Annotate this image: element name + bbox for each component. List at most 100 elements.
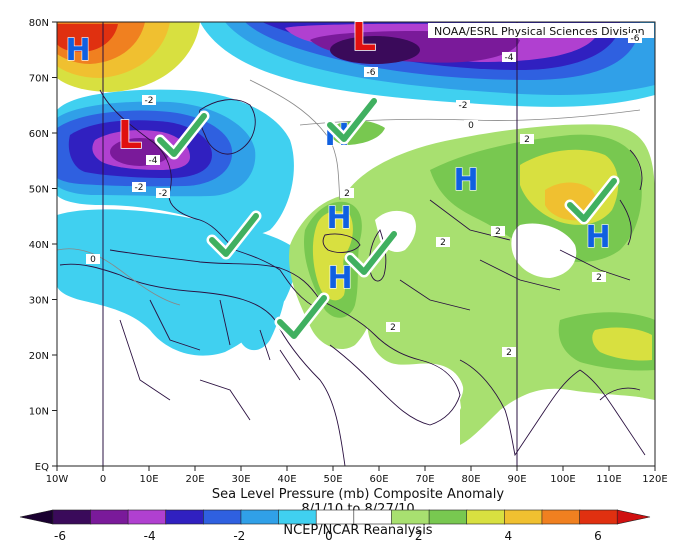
contour-label: -2	[135, 183, 144, 193]
colorbar-swatch	[466, 509, 506, 525]
contour-label-bg	[86, 254, 100, 264]
coast-india	[459, 359, 581, 457]
x-tick-label: 70E	[415, 474, 434, 485]
colorbar-swatch	[278, 509, 317, 525]
colorbar-label: -4	[144, 529, 156, 543]
contour-label: -2	[159, 189, 168, 199]
y-tick-label: 50N	[29, 185, 49, 196]
contour-label: -2	[145, 96, 154, 106]
y-tick-label: 80N	[29, 18, 49, 29]
contour-label: 2	[524, 135, 530, 145]
colorbar-label: 2	[415, 529, 423, 543]
high-pressure-marker: H	[327, 261, 352, 296]
contour-label: -2	[459, 101, 468, 111]
contour-label-bg	[592, 272, 606, 282]
high-pressure-marker: H	[585, 220, 610, 255]
contour-label: 2	[506, 348, 512, 358]
contour-label-bg	[491, 226, 505, 236]
colorbar-swatch	[203, 509, 242, 525]
checkmarks	[154, 95, 620, 342]
high-pressure-marker: H	[453, 163, 478, 198]
y-tick-label: 40N	[29, 240, 49, 251]
y-tick-label: 20N	[29, 351, 49, 362]
contour-label-bg	[436, 237, 450, 247]
x-tick-label: 10E	[139, 474, 158, 485]
colorbar-min-arrow	[19, 509, 54, 525]
coast-arabia	[319, 299, 461, 426]
contour-label: 0	[468, 121, 474, 131]
colorbar-swatch	[428, 509, 468, 525]
checkmark-icon	[209, 213, 259, 257]
contour-label-bg	[340, 188, 354, 198]
coastlines-layer	[59, 89, 646, 466]
x-tick-label: 10W	[46, 474, 69, 485]
contour-label-bg	[520, 134, 534, 144]
white-gap-2	[511, 223, 577, 278]
contour-label: 2	[440, 238, 446, 248]
coast-black-sea	[322, 233, 361, 253]
checkmark-icon	[567, 178, 617, 222]
colorbar-swatch	[240, 509, 280, 525]
x-tick-label: 60E	[369, 474, 388, 485]
colorbar-swatch	[579, 509, 618, 525]
contour-label-bg	[464, 120, 478, 130]
colorbar-swatch	[504, 509, 543, 525]
coast-europe	[99, 89, 321, 311]
colorbar-swatch	[127, 509, 167, 525]
x-tick-label: 0	[100, 474, 106, 485]
high-pressure-marker: H	[65, 33, 90, 68]
contour-label-bg	[502, 347, 516, 357]
contour-label-bg	[456, 100, 470, 110]
coast-med	[109, 249, 321, 301]
contour-label: 0	[90, 255, 96, 265]
contour-label: -6	[367, 68, 376, 78]
colorbar-swatch	[90, 509, 129, 525]
colorbar-label: -6	[54, 529, 66, 543]
contour-label: -4	[149, 156, 158, 166]
colorbar-label: 6	[594, 529, 602, 543]
contour-label: -4	[505, 53, 514, 63]
colorbar-label: 4	[505, 529, 513, 543]
coast-seasia	[579, 369, 646, 456]
x-tick-label: 30E	[231, 474, 250, 485]
colorbar-label: 0	[325, 529, 333, 543]
checkmark-icon	[277, 295, 327, 339]
x-tick-label: 100E	[550, 474, 575, 485]
contour-label-bg	[132, 182, 146, 192]
colorbar-swatch	[541, 509, 581, 525]
colorbar-swatch	[353, 509, 393, 525]
x-tick-label: 120E	[642, 474, 667, 485]
med-low-lobe	[230, 253, 287, 351]
contour-label-bg	[146, 155, 160, 165]
credit-label: NOAA/ESRL Physical Sciences Division	[434, 25, 645, 38]
arctic-low-core-dark	[330, 36, 420, 64]
y-tick-label: 10N	[29, 407, 49, 418]
high-pressure-marker: H	[326, 201, 351, 236]
contour-label: 2	[596, 273, 602, 283]
x-tick-label: 90E	[507, 474, 526, 485]
credit-box	[428, 23, 654, 38]
x-tick-label: 50E	[323, 474, 342, 485]
y-tick-label: 60N	[29, 129, 49, 140]
low-pressure-marker: L	[118, 113, 142, 157]
colorbar-swatch	[165, 509, 205, 525]
zero-contour-1	[57, 248, 181, 306]
contour-label-bg	[502, 52, 516, 62]
checkmark-icon	[347, 231, 397, 275]
x-axis-ticks: 10W 0 10E 20E 30E 40E 50E 60E 70E 80E 90E 100E 110E 1…	[46, 466, 668, 485]
colorbar-swatch	[391, 509, 430, 525]
country-borders-1	[119, 299, 301, 421]
contour-label-bg	[156, 188, 170, 198]
x-tick-label: 20E	[185, 474, 204, 485]
contour-label-bg	[628, 33, 642, 43]
caption-line3: NCEP/NCAR Reanalysis	[283, 523, 432, 538]
y-axis-ticks: EQ 10N 20N 30N 40N 50N 60N 70N 80N	[29, 18, 57, 473]
contour-label-bg	[142, 95, 156, 105]
country-borders-2	[399, 199, 631, 311]
y-tick-label: 70N	[29, 74, 49, 85]
y-tick-label: EQ	[35, 462, 49, 473]
contour-label: 2	[495, 227, 501, 237]
colorbar: -6 -4 -2 0 2 4 6	[19, 509, 651, 543]
